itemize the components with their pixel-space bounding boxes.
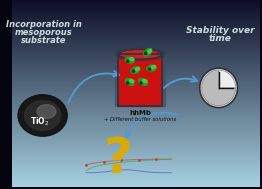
Text: + Different buffer solutions: + Different buffer solutions — [104, 117, 176, 122]
Text: ?: ? — [104, 135, 133, 183]
Ellipse shape — [139, 78, 147, 85]
Bar — [116, 54, 119, 106]
Wedge shape — [219, 70, 236, 88]
Ellipse shape — [143, 79, 147, 83]
Text: mesoporous: mesoporous — [15, 28, 73, 37]
Ellipse shape — [37, 105, 56, 119]
Ellipse shape — [129, 79, 134, 83]
Circle shape — [148, 68, 151, 70]
Circle shape — [127, 60, 129, 62]
Text: hhMb: hhMb — [129, 110, 151, 115]
Circle shape — [200, 68, 238, 108]
Bar — [118, 54, 162, 106]
Text: substrate: substrate — [21, 36, 66, 45]
Ellipse shape — [147, 65, 156, 71]
Text: time: time — [209, 34, 232, 43]
Wedge shape — [201, 70, 236, 106]
Bar — [118, 54, 162, 106]
Text: Stability over: Stability over — [186, 26, 255, 35]
Ellipse shape — [25, 101, 61, 130]
Ellipse shape — [135, 67, 139, 71]
Ellipse shape — [144, 49, 152, 56]
Ellipse shape — [131, 67, 140, 73]
Ellipse shape — [116, 48, 165, 60]
Ellipse shape — [18, 95, 67, 136]
Circle shape — [132, 70, 135, 72]
Text: TiO$_2$: TiO$_2$ — [30, 115, 50, 128]
Ellipse shape — [129, 58, 134, 61]
Text: Incorporation in: Incorporation in — [6, 20, 81, 29]
Ellipse shape — [125, 57, 134, 63]
Circle shape — [145, 52, 147, 54]
Circle shape — [140, 82, 142, 84]
Ellipse shape — [118, 49, 162, 59]
Circle shape — [127, 82, 129, 84]
Ellipse shape — [125, 78, 134, 85]
Ellipse shape — [148, 49, 151, 53]
Bar — [161, 54, 165, 106]
Ellipse shape — [151, 66, 156, 69]
